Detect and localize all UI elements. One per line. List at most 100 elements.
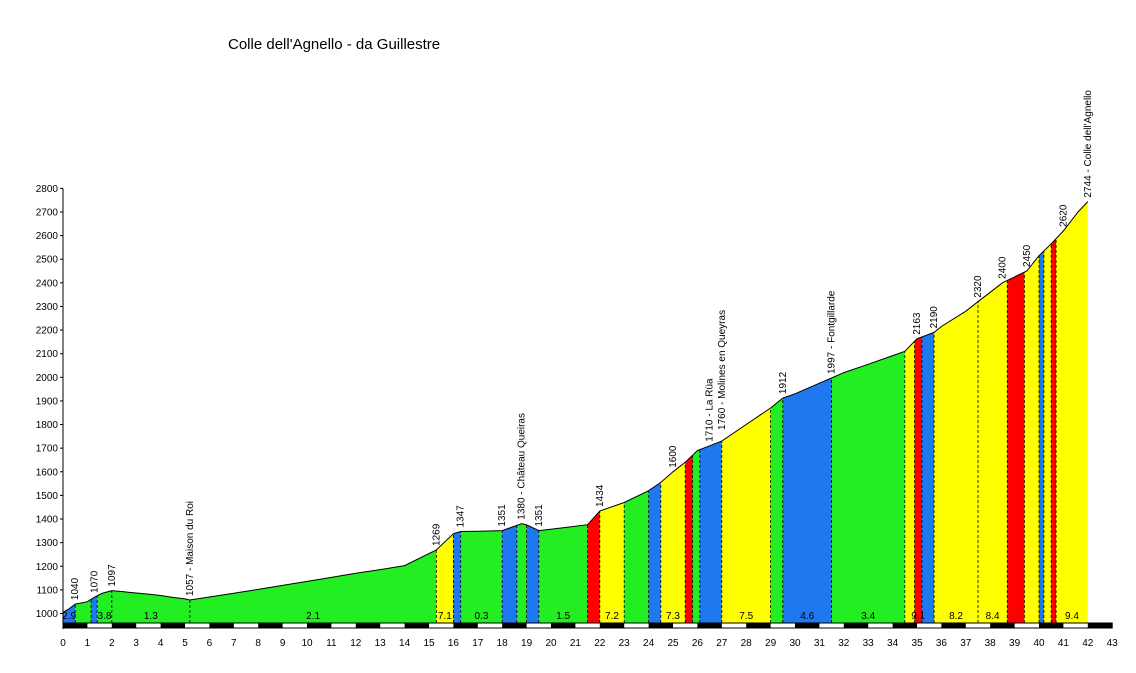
altitude-label: 1912 <box>778 371 789 394</box>
distance-bar-block <box>111 623 137 628</box>
x-tick-label: 9 <box>280 638 286 649</box>
x-tick-label: 19 <box>521 638 533 649</box>
gradient-segment <box>526 524 539 623</box>
grade-label: 2.1 <box>306 611 320 622</box>
chart-title: Colle dell'Agnello - da Guillestre <box>228 36 440 53</box>
grade-label: 1.3 <box>144 611 158 622</box>
distance-bar-block <box>404 623 429 628</box>
y-tick-label: 2200 <box>36 326 59 337</box>
grade-label: 9.4 <box>1065 611 1079 622</box>
gradient-segment <box>1056 201 1088 623</box>
y-tick-label: 2400 <box>36 278 59 289</box>
distance-bar-block <box>63 623 88 628</box>
y-tick-label: 1300 <box>36 538 59 549</box>
y-tick-label: 2800 <box>36 184 59 195</box>
altitude-label: 1380 - Château Queiras <box>517 413 528 520</box>
distance-bar-block <box>209 623 234 628</box>
distance-bar-block <box>599 623 625 628</box>
altitude-label: 2163 <box>912 312 923 335</box>
distance-bar-block <box>746 623 771 628</box>
distance-bar-block <box>502 623 527 628</box>
x-tick-label: 17 <box>472 638 484 649</box>
gradient-segment <box>91 595 98 623</box>
altitude-label: 2620 <box>1058 204 1069 227</box>
grade-label: 0.3 <box>475 611 489 622</box>
distance-bar-block <box>307 623 332 628</box>
x-tick-label: 7 <box>231 638 237 649</box>
altitude-label: 1600 <box>668 445 679 468</box>
gradient-segment <box>721 408 771 623</box>
x-tick-label: 10 <box>301 638 313 649</box>
gradient-segment <box>831 351 905 623</box>
altitude-label: 1269 <box>431 523 442 546</box>
gradient-segment <box>699 441 722 623</box>
altitude-label: 1710 - La Rüa <box>705 378 716 442</box>
x-tick-label: 36 <box>936 638 948 649</box>
segment-dividers <box>74 238 1057 623</box>
altitude-label: 1434 <box>595 484 606 507</box>
distance-bar-block <box>258 623 283 628</box>
gradient-segment <box>63 604 76 623</box>
y-tick-label: 1200 <box>36 562 59 573</box>
y-tick-label: 1700 <box>36 444 59 455</box>
gradient-segment <box>914 337 922 623</box>
x-tick-label: 15 <box>423 638 435 649</box>
gradient-segment <box>1039 250 1044 623</box>
y-tick-label: 1900 <box>36 396 59 407</box>
distance-bar-block <box>795 623 820 628</box>
gradient-segment <box>111 590 190 623</box>
y-tick-label: 1100 <box>36 585 58 596</box>
y-tick-label: 2300 <box>36 302 59 313</box>
grade-label: 3.4 <box>861 611 875 622</box>
altitude-label: 2744 - Colle dell'Agnello <box>1083 90 1094 198</box>
grade-label: 8.4 <box>986 611 1000 622</box>
altitude-annotations: 1040 1070 1097 1057 - Maison du Roi 1269 1347… <box>70 90 1094 600</box>
altitude-label: 2450 <box>1022 244 1033 267</box>
altitude-label: 1760 - Molines en Queyras <box>717 310 728 430</box>
x-tick-label: 30 <box>789 638 801 649</box>
x-tick-label: 23 <box>619 638 631 649</box>
y-tick-label: 1400 <box>36 515 59 526</box>
x-tick-label: 11 <box>326 638 337 649</box>
y-tick-label: 1600 <box>36 467 59 478</box>
gradient-segments <box>63 201 1088 624</box>
altitude-label: 1351 <box>497 504 508 527</box>
altitude-label: 2320 <box>973 275 984 298</box>
gradient-segment <box>685 455 693 623</box>
distance-bar-block <box>990 623 1015 628</box>
gradient-segment <box>599 502 625 623</box>
gradient-segment <box>1043 243 1052 624</box>
x-tick-label: 37 <box>960 638 972 649</box>
distance-bar-block <box>1039 623 1064 628</box>
gradient-segment <box>692 449 700 623</box>
distance-bar-block <box>1087 623 1113 628</box>
y-tick-label: 2500 <box>36 255 59 266</box>
x-tick-label: 39 <box>1009 638 1021 649</box>
grade-label: 2.9 <box>62 611 76 622</box>
altitude-label: 2400 <box>997 256 1008 279</box>
x-tick-label: 38 <box>985 638 997 649</box>
gradient-segment <box>904 341 915 623</box>
gradient-segment <box>502 525 517 623</box>
distance-bar-block <box>843 623 869 628</box>
x-tick-label: 24 <box>643 638 655 649</box>
altitude-label: 1347 <box>456 505 467 528</box>
x-tick-label: 8 <box>255 638 261 649</box>
altitude-label: 1057 - Maison du Roi <box>185 501 196 596</box>
x-tick-label: 16 <box>448 638 460 649</box>
grade-label: 1.5 <box>556 611 570 622</box>
x-tick-label: 25 <box>667 638 679 649</box>
gradient-segment <box>624 490 649 623</box>
gradient-segment <box>460 530 503 623</box>
grade-label: 7.5 <box>739 611 753 622</box>
x-tick-label: 21 <box>570 638 582 649</box>
gradient-segment <box>648 482 661 623</box>
grade-labels: 2.9 3.8 1.3 2.1 7.1 0.3 1.5 7.2 7.3 7.5 4.6 3.4 9.1 8… <box>62 611 1079 622</box>
x-tick-label: 3 <box>133 638 139 649</box>
x-tick-label: 0 <box>60 638 66 649</box>
distance-bar-block <box>453 623 478 628</box>
grade-label: 9.1 <box>911 611 925 622</box>
distance-bar-block <box>160 623 185 628</box>
gradient-segment <box>921 332 935 623</box>
